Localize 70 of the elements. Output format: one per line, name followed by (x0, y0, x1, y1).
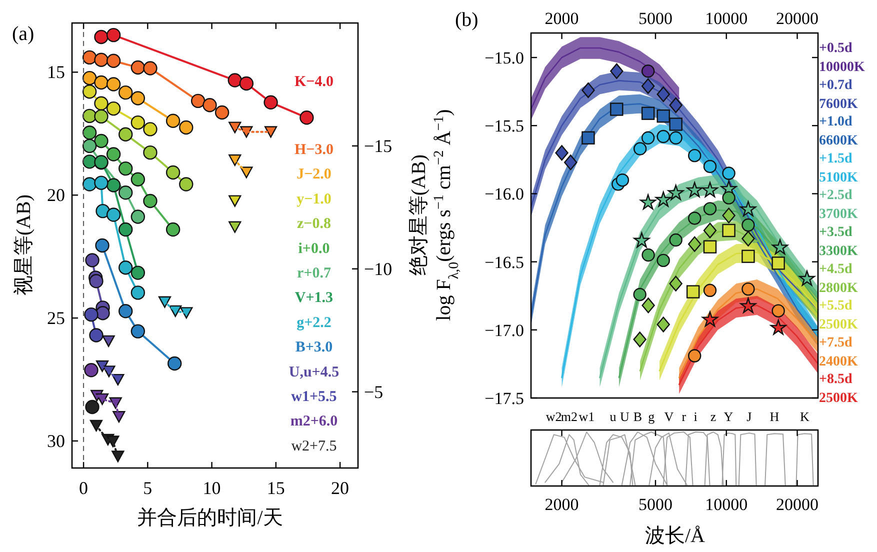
series-label: m2 (560, 409, 578, 424)
series-label: B (633, 409, 642, 424)
y-axis-title: 视星等(AB) (13, 194, 35, 296)
x-axis-title: 波长/Å (645, 525, 706, 547)
series-label: +3.5d 3300K (819, 225, 858, 259)
x-tick-label: 15 (266, 478, 285, 498)
text: B+3.0 (295, 340, 333, 356)
series-label: H (770, 409, 780, 424)
y-tick-label: 15 (47, 62, 65, 82)
y-tick-label: 20 (47, 185, 65, 206)
text: U,u+4.5 (288, 364, 340, 380)
series-label: g (648, 409, 656, 424)
series-label: +8.5d 2500K (819, 372, 858, 406)
series-label: K−4.0 (294, 74, 334, 90)
y-tick-label: −15.0 (484, 48, 524, 68)
x-tick-label: 10 (202, 478, 221, 498)
series-label: u (610, 409, 617, 424)
series-label: i (694, 409, 698, 424)
text: (a) (12, 23, 34, 45)
x-tick-label: 10000 (705, 9, 748, 28)
text: +2.5d 3700K (819, 188, 858, 222)
series-label: Y (724, 409, 734, 424)
series-label: w1 (578, 409, 595, 424)
y-tick-label: −17.5 (484, 389, 524, 408)
series-label: U (620, 409, 630, 424)
y2-tick-label: −10 (364, 258, 392, 279)
text: V+1.3 (294, 290, 334, 306)
x-tick-label: 0 (79, 478, 88, 498)
x-tick-label: 10000 (705, 495, 748, 514)
x-tick-label: 2000 (544, 495, 579, 514)
x-axis-title: 并合后的时间/天 (137, 507, 283, 529)
text: m2+6.0 (290, 414, 338, 430)
y2-tick-label: −5 (364, 382, 384, 402)
text: g+2.2 (296, 314, 332, 331)
y-tick-label: 25 (47, 308, 65, 328)
text: +1.5d 5100K (819, 151, 858, 186)
y-tick-label: −17.0 (484, 320, 524, 340)
text: +1.0d 6600K (819, 114, 858, 149)
series-label: +7.5d 2400K (819, 335, 858, 370)
y-tick-label: −15.5 (484, 116, 524, 136)
x-tick-label: 2000 (544, 9, 579, 28)
series-label: V (664, 409, 674, 424)
series-label: J (746, 409, 752, 424)
x-tick-label: 5000 (638, 9, 672, 28)
x-tick-label: 5 (143, 478, 152, 498)
x-tick-label: 20000 (776, 495, 818, 514)
text: +0.7d 7600K (819, 78, 858, 112)
x-tick-label: 5000 (638, 495, 672, 514)
y-tick-label: 30 (47, 430, 65, 451)
text: J−2.0 (296, 166, 332, 183)
text: r+0.7 (297, 266, 332, 282)
text: i+0.0 (298, 240, 330, 257)
series-label: z (710, 409, 716, 424)
y-tick-label: −16.5 (484, 252, 524, 272)
text: +0.5d 10000K (819, 41, 865, 75)
series-label: K (800, 409, 810, 424)
text: H−3.0 (294, 142, 334, 158)
text: w2+7.5 (291, 438, 337, 454)
series-label: r (682, 409, 687, 424)
y-tick-label: −16.0 (484, 184, 524, 204)
text: w1+5.5 (291, 389, 337, 405)
text: z−0.8 (297, 216, 331, 232)
series-label: +4.5d 2800K (819, 262, 858, 296)
series-label: w2 (546, 409, 562, 424)
x-tick-label: 20000 (776, 9, 818, 28)
series-label: +5.5d 2500K (819, 298, 858, 333)
text: (b) (455, 9, 478, 31)
text: y−1.0 (296, 191, 332, 208)
x-tick-label: 20 (331, 478, 350, 498)
y2-tick-label: −15 (364, 136, 392, 156)
